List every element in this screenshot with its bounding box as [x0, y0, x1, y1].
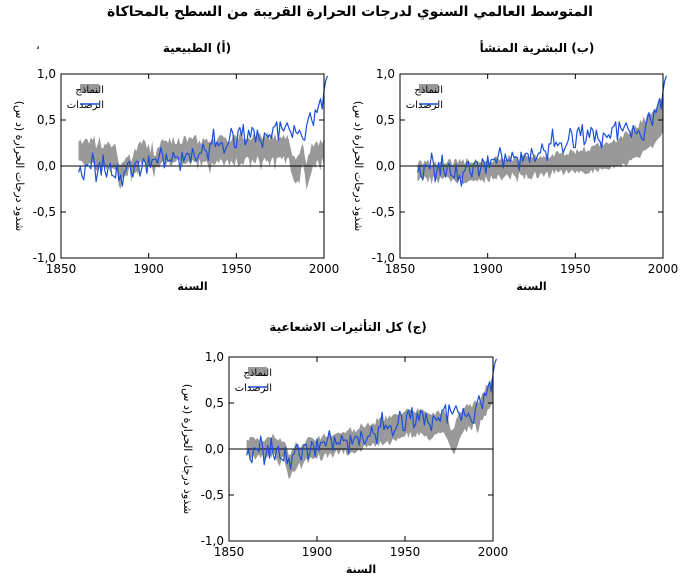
legend-obs-label: الرصدات — [67, 100, 104, 111]
y-tick-label: -0,5 — [372, 205, 395, 219]
x-tick-label: 1950 — [560, 262, 591, 276]
y-tick-label: -1,0 — [372, 251, 395, 265]
y-tick-label: 0,5 — [205, 396, 224, 410]
x-tick-label: 1950 — [221, 262, 252, 276]
x-axis-label: السنة — [346, 563, 376, 576]
x-tick-label: 1950 — [390, 545, 421, 559]
observations-line — [246, 358, 498, 470]
y-tick-label: 1,0 — [376, 67, 395, 81]
models-band — [78, 132, 324, 190]
y-tick-label: 0,0 — [376, 159, 395, 173]
chart-panel-1: (أ) الطبيعية 1850 1900 1950 2000 1,0 0,5 0,0 -0,… — [13, 40, 339, 293]
y-tick-label: 0,5 — [376, 113, 395, 127]
y-tick-label: -0,5 — [201, 488, 224, 502]
models-band — [417, 94, 663, 185]
x-tick-label: 1900 — [302, 545, 333, 559]
chart-panel-2: (ب) البشرية المنشأ 1850 1900 1950 2000 1,0 0,5… — [352, 40, 678, 293]
legend-models-swatch — [248, 367, 267, 376]
models-band — [246, 377, 493, 480]
x-tick-label: 2000 — [648, 262, 679, 276]
x-tick-label: 2000 — [309, 262, 340, 276]
y-tick-label: 1,0 — [37, 67, 56, 81]
x-tick-label: 1850 — [214, 545, 245, 559]
y-axis-label: شذوذ درجات الحرارة (د س) — [13, 101, 26, 232]
x-axis-label: السنة — [516, 280, 546, 293]
y-tick-label: -0,5 — [33, 205, 56, 219]
legend-models-label: النماذج — [75, 85, 104, 96]
panel-title: (ب) البشرية المنشأ — [480, 40, 595, 55]
y-tick-label: -1,0 — [201, 534, 224, 548]
panel-title: (أ) الطبيعية — [163, 40, 231, 55]
x-axis-label: السنة — [177, 280, 207, 293]
y-tick-label: -1,0 — [33, 251, 56, 265]
legend-obs-label: الرصدات — [406, 100, 443, 111]
x-tick-label: 1900 — [133, 262, 164, 276]
y-axis-label: شذوذ درجات الحرارة (د س) — [181, 384, 194, 515]
panel-title: (ج) كل التأثيرات الاشعاعية — [269, 319, 426, 334]
y-tick-label: 0,0 — [205, 442, 224, 456]
observations-line — [77, 75, 329, 187]
figure-title: المتوسط العالمي السنوي لدرجات الحرارة ال… — [107, 4, 593, 20]
stray-mark: ، — [36, 38, 40, 52]
y-tick-label: 1,0 — [205, 350, 224, 364]
legend-obs-label: الرصدات — [235, 383, 272, 394]
y-tick-label: 0,0 — [37, 159, 56, 173]
legend-models-swatch — [419, 84, 438, 93]
legend-models-label: النماذج — [243, 368, 272, 379]
x-tick-label: 1900 — [472, 262, 503, 276]
observations-line — [416, 75, 668, 187]
x-tick-label: 2000 — [478, 545, 509, 559]
chart-panel-3: (ج) كل التأثيرات الاشعاعية 1850 1900 1950 20… — [181, 319, 508, 576]
legend-models-swatch — [80, 84, 99, 93]
x-tick-label: 1850 — [46, 262, 77, 276]
y-tick-label: 0,5 — [37, 113, 56, 127]
y-axis-label: شذوذ درجات الحرارة (د س) — [352, 101, 365, 232]
legend-models-label: النماذج — [414, 85, 443, 96]
x-tick-label: 1850 — [385, 262, 416, 276]
